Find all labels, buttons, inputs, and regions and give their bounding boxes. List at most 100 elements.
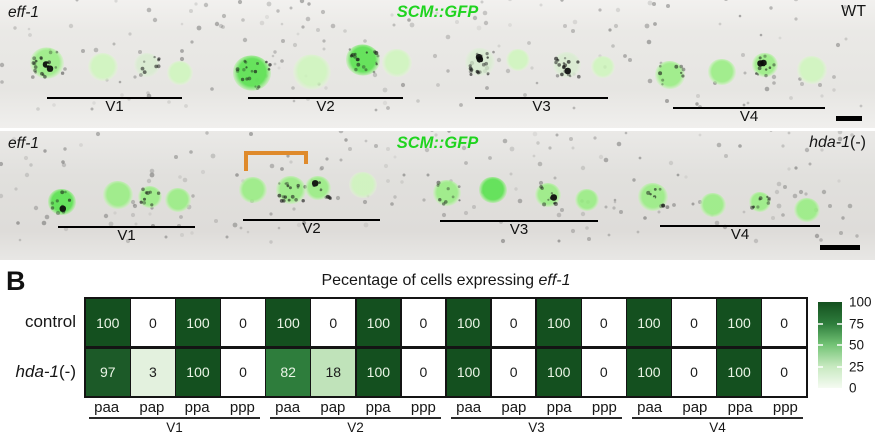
column-label-text: paa — [635, 399, 665, 419]
colorbar-tick-label: 50 — [849, 337, 865, 353]
column-label-V1-paa: paa — [84, 399, 129, 419]
lineage-label-V3: V3 — [509, 221, 529, 238]
row-label-italic: hda-1 — [15, 362, 60, 381]
heatmap-cell: 100 — [446, 299, 491, 347]
bracket-top — [244, 151, 308, 155]
condition-italic-part: hda-1 — [809, 134, 851, 151]
colorbar-tick-label: 75 — [849, 316, 865, 331]
lineage-line-V2 — [243, 219, 380, 221]
colorbar-tick-label: 25 — [849, 359, 865, 374]
cell-nucleus — [239, 177, 267, 203]
column-label-V4-pap: pap — [672, 399, 717, 419]
cell-nucleus — [346, 44, 380, 76]
cell-nucleus — [103, 181, 133, 209]
highlight-bracket — [244, 151, 308, 171]
lineage-label-V3: V3 — [532, 98, 551, 115]
cell-nucleus — [382, 49, 412, 77]
column-label-V4-ppa: ppa — [718, 399, 763, 419]
column-label-text: pap — [499, 399, 529, 419]
gene-label: eff-1 — [8, 4, 40, 21]
cell-nucleus — [433, 180, 461, 206]
column-label-V1-ppp: ppp — [220, 399, 265, 419]
scale-bar — [820, 245, 860, 250]
micrograph-panel-wt: eff-1 SCM::GFP WT V1 V2 V3 V4 — [0, 0, 875, 128]
cell-nucleus — [752, 53, 778, 77]
heatmap-cell: 0 — [672, 348, 716, 396]
cell-nucleus — [88, 53, 118, 81]
cell-nucleus — [794, 198, 820, 222]
cell-nucleus — [506, 49, 530, 71]
heatmap-cell: 0 — [311, 299, 356, 347]
cell-nucleus — [165, 188, 191, 212]
cell-nucleus — [700, 193, 726, 217]
heatmap-cell: 82 — [266, 348, 310, 396]
column-label-V4-ppp: ppp — [763, 399, 808, 419]
column-label-V3-pap: pap — [491, 399, 536, 419]
heatmap-cell: 100 — [536, 299, 581, 347]
column-label-text: ppp — [227, 399, 257, 419]
cell-nucleus — [655, 61, 685, 89]
heatmap-cell: 18 — [311, 348, 356, 396]
cell-nucleus — [349, 172, 377, 198]
cell-nucleus — [591, 56, 615, 78]
heatmap-cell: 100 — [86, 299, 130, 347]
group-label-V4: V4 — [632, 417, 803, 434]
heatmap-cell: 100 — [356, 348, 401, 396]
column-label-text: ppp — [408, 399, 438, 419]
column-label-text: ppa — [182, 399, 212, 419]
cell-nucleus — [465, 48, 495, 76]
lineage-label-V1: V1 — [105, 98, 124, 115]
heatmap-cell: 100 — [627, 348, 671, 396]
colorbar-tick-label: 0 — [849, 380, 857, 396]
column-label-V2-pap: pap — [310, 399, 355, 419]
colorbar-tick-mark — [837, 344, 842, 346]
condition-label-wt: WT — [841, 3, 866, 21]
lineage-line-V1 — [58, 226, 195, 228]
heatmap-cell: 0 — [491, 348, 536, 396]
heatmap-cell: 100 — [176, 299, 220, 347]
condition-normal-part: (-) — [850, 134, 866, 151]
column-label-text: paa — [454, 399, 484, 419]
panel-label-b: B — [6, 266, 26, 296]
row-label-text: (-) — [59, 362, 76, 381]
lineage-line-V1 — [47, 97, 182, 99]
heatmap-cell: 0 — [401, 348, 446, 396]
column-label-text: ppp — [589, 399, 619, 419]
reporter-label: SCM::GFP — [396, 134, 479, 152]
heatmap-cell: 0 — [582, 299, 626, 347]
colorbar-tick-mark — [837, 322, 842, 325]
cell-nucleus — [708, 59, 736, 85]
group-label-V3: V3 — [451, 417, 622, 434]
column-label-text: ppa — [363, 399, 393, 419]
cell-nucleus — [276, 176, 306, 204]
column-label-text: pap — [137, 399, 167, 419]
column-label-text: pap — [680, 399, 710, 419]
colorbar-tick-mark — [818, 322, 823, 325]
heatmap-cell: 0 — [221, 348, 265, 396]
cell-nucleus — [535, 183, 561, 207]
column-label-V3-paa: paa — [446, 399, 491, 419]
heatmap-cell: 100 — [176, 348, 220, 396]
colorbar-tick-mark — [837, 365, 842, 368]
column-label-V1-ppa: ppa — [175, 399, 220, 419]
lineage-line-V4 — [673, 107, 825, 109]
reporter-label: SCM::GFP — [396, 3, 479, 21]
colorbar-tick-label: 100 — [849, 294, 872, 310]
row-label-control: control — [0, 312, 76, 332]
heatmap-cell: 100 — [266, 299, 310, 347]
heatmap-cell: 0 — [401, 299, 446, 347]
heatmap-title-gene: eff-1 — [538, 272, 571, 289]
condition-label-hda1: hda-1(-) — [809, 134, 866, 152]
lineage-line-V4 — [660, 225, 820, 227]
cell-nucleus — [575, 189, 599, 211]
heatmap-cell: 3 — [131, 348, 175, 396]
cell-nucleus — [48, 189, 76, 215]
row-label-hda1: hda-1(-) — [0, 362, 76, 382]
micrograph-panel-hda1: eff-1 SCM::GFP hda-1(-) V1 V2 V3 V4 — [0, 131, 875, 260]
cell-nucleus — [134, 53, 160, 77]
heatmap-group-labels: V1 V2 V3 V4 — [84, 417, 808, 434]
cell-nucleus — [293, 54, 331, 90]
lineage-label-V4: V4 — [730, 226, 750, 243]
group-label-V1: V1 — [89, 417, 260, 434]
